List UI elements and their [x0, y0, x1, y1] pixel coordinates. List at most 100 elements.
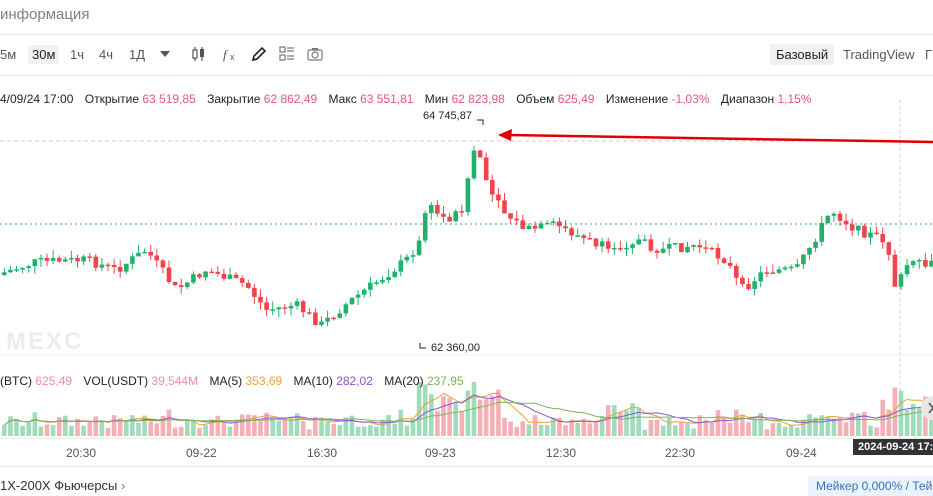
scroll-right-button[interactable] — [921, 396, 933, 420]
candle-body — [770, 272, 776, 274]
candle-body — [166, 267, 172, 283]
volume-bar — [618, 412, 623, 436]
volume-bar — [337, 425, 343, 436]
candle-body — [856, 225, 861, 231]
volume-bar — [20, 425, 25, 436]
pencil-draw-icon[interactable] — [250, 45, 268, 63]
volume-bar — [685, 423, 690, 436]
volume-bar — [148, 421, 153, 436]
candle-body — [386, 277, 391, 280]
candle-body — [178, 285, 184, 288]
candle-body — [612, 248, 617, 250]
candle-body — [221, 273, 227, 279]
volume-bar — [288, 418, 294, 436]
futures-link[interactable]: 1X-200X Фьючерсы › — [0, 478, 125, 493]
volume-bar — [782, 426, 788, 436]
candle-body — [563, 226, 568, 229]
volume-bar — [648, 419, 654, 436]
x-label: 22:30 — [665, 446, 696, 460]
candle-body — [496, 194, 501, 201]
timeframe-dropdown-icon[interactable] — [156, 45, 174, 63]
volume-bar — [788, 424, 794, 436]
camera-screenshot-icon[interactable] — [306, 45, 324, 63]
volume-bar — [801, 419, 806, 436]
volume-bar — [319, 417, 324, 436]
candle-body — [392, 271, 397, 278]
volume-bar — [111, 415, 117, 436]
volume-bar — [8, 416, 13, 436]
candle-body — [624, 247, 629, 250]
volume-bar — [654, 419, 660, 436]
volume-bar — [697, 415, 702, 436]
volume-value: 625,49 — [557, 92, 595, 106]
volume-bar — [599, 415, 605, 436]
timeframe-30m[interactable]: 30м — [28, 45, 60, 64]
volume-bar — [770, 423, 776, 436]
view-tradingview[interactable]: TradingView — [843, 47, 915, 62]
candle-body — [105, 264, 111, 267]
range-label: Диапазон — [720, 92, 775, 106]
volume-bars-group — [2, 381, 933, 436]
candle-body — [648, 239, 654, 251]
volume-bar — [520, 421, 526, 436]
candle-body — [252, 287, 257, 297]
btc-label: (BTC) — [0, 374, 32, 388]
volume-bar — [26, 422, 31, 436]
page-title: информация — [0, 6, 90, 23]
candle-body — [721, 258, 727, 263]
candle-body — [355, 294, 361, 298]
volume-bar — [886, 409, 892, 436]
candle-body — [575, 235, 580, 237]
volume-bar — [538, 424, 544, 436]
volume-bar — [2, 424, 7, 436]
timeframe-5m[interactable]: 5м — [0, 47, 17, 62]
candle-body — [929, 260, 933, 267]
volume-bar — [856, 413, 861, 436]
volume-bar — [862, 411, 867, 436]
volume-bar — [331, 424, 336, 436]
ma10-label: MA(10) — [293, 374, 333, 388]
candle-body — [26, 266, 31, 268]
candle-body — [276, 307, 282, 310]
volume-bar — [715, 410, 721, 436]
high-price-marker: 64 745,87 — [423, 110, 472, 122]
timeframe-4h[interactable]: 4ч — [99, 47, 114, 62]
indicators-fx-icon[interactable]: f x — [222, 45, 240, 63]
candle-body — [300, 301, 306, 313]
volume-bar — [465, 390, 471, 436]
volume-bar — [105, 427, 111, 436]
candle-body — [709, 247, 715, 250]
volume-bar — [764, 429, 770, 436]
view-basic[interactable]: Базовый — [770, 44, 835, 65]
volume-bar — [831, 418, 837, 436]
view-depth[interactable]: Г — [925, 47, 933, 62]
timeframe-1d[interactable]: 1Д — [129, 47, 146, 62]
layout-grid-icon[interactable] — [278, 45, 296, 63]
footer-divider — [0, 466, 933, 467]
volume-bar — [874, 427, 879, 436]
candlestick-chart[interactable] — [0, 100, 933, 440]
ohlc-date: 4/09/24 17:00 — [0, 92, 74, 106]
candle-body — [429, 205, 434, 214]
volume-bar — [38, 426, 44, 436]
candle-body — [526, 225, 532, 230]
candle-body — [136, 252, 141, 257]
candle-body — [447, 216, 452, 222]
high-marker-tick — [477, 119, 484, 125]
btc-value: 625,49 — [35, 374, 73, 388]
candle-body — [453, 211, 458, 222]
volume-bar — [264, 412, 269, 436]
candlestick-type-icon[interactable] — [190, 45, 208, 63]
volume-bar — [849, 412, 855, 436]
candle-body — [788, 266, 794, 269]
volume-bar — [551, 417, 556, 436]
candle-body — [215, 271, 221, 274]
candle-body — [630, 244, 635, 248]
close-label: Закрытие — [207, 92, 261, 106]
candle-body — [81, 256, 86, 262]
candle-body — [660, 248, 666, 253]
volume-bar — [868, 425, 873, 436]
x-label: 09-24 — [786, 446, 817, 460]
timeframe-1h[interactable]: 1ч — [70, 47, 85, 62]
volume-bar — [843, 422, 849, 436]
